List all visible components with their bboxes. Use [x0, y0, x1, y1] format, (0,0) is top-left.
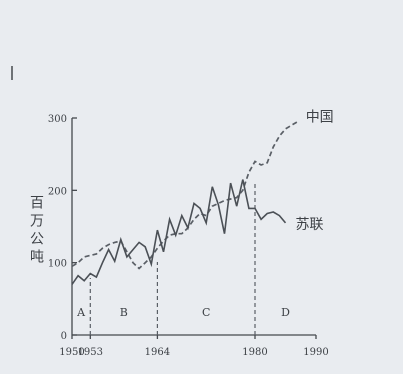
x-tick-label: 1964: [145, 347, 170, 358]
x-tick-label: 1953: [78, 347, 103, 358]
period-label: D: [281, 306, 290, 319]
period-label: B: [120, 306, 128, 319]
y-tick-label: 200: [48, 186, 67, 197]
y-tick-label: 0: [61, 331, 67, 342]
series-label: 中国: [306, 110, 334, 126]
x-tick-label: 1990: [303, 347, 328, 358]
period-labels: A B C D: [76, 306, 290, 319]
series-line: [71, 120, 299, 270]
period-label: C: [202, 306, 210, 319]
y-tick-label: 300: [48, 114, 67, 125]
y-axis-label: 百万公吨: [28, 195, 44, 267]
y-tick-label: 100: [48, 259, 67, 270]
series-lines: [71, 120, 299, 285]
series-label: 苏联: [296, 217, 324, 233]
series-line: [71, 179, 287, 285]
x-tick-label: 1980: [242, 347, 267, 358]
period-label: A: [76, 306, 86, 319]
period-dividers: [89, 182, 256, 335]
x-tick-label: 1950: [59, 347, 84, 358]
axes: [71, 118, 316, 336]
